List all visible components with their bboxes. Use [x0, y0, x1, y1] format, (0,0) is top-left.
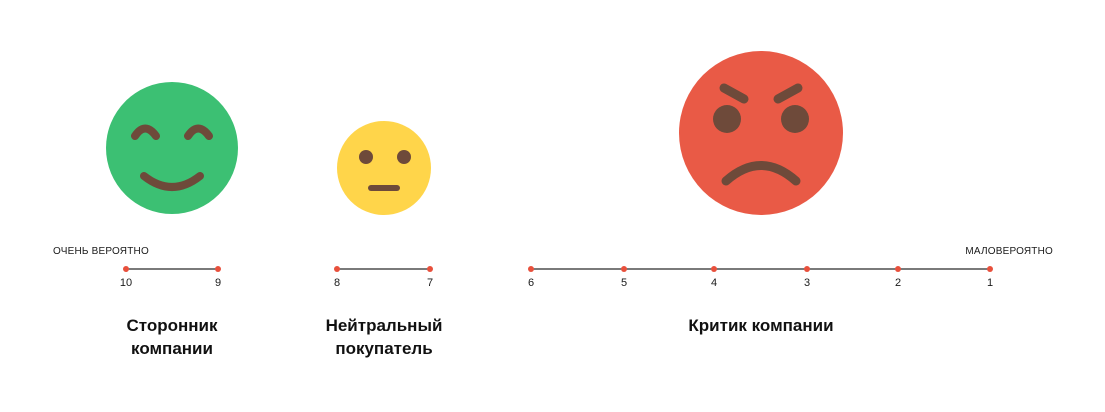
detractor-title-line1: Критик компании	[688, 316, 834, 335]
frown-mouth	[721, 161, 801, 186]
tick-label-9: 9	[215, 277, 221, 289]
tick-dot-7	[427, 266, 433, 272]
tick-label-8: 8	[334, 277, 340, 289]
tick-label-5: 5	[621, 277, 627, 289]
tick-dot-9	[215, 266, 221, 272]
passive-title-line1: Нейтральный	[325, 316, 443, 335]
detractor-title: Критик компании	[631, 314, 891, 337]
passive-title-line2: покупатель	[335, 339, 433, 358]
detractor-face-circle	[679, 51, 843, 215]
tick-dot-10	[123, 266, 129, 272]
tick-dot-1	[987, 266, 993, 272]
smiling-face-icon	[106, 82, 238, 214]
left-eye	[713, 105, 741, 133]
tick-dot-2	[895, 266, 901, 272]
right-eye	[781, 105, 809, 133]
tick-dot-3	[804, 266, 810, 272]
promoter-title-line1: Сторонник	[126, 316, 218, 335]
tick-dot-6	[528, 266, 534, 272]
tick-label-6: 6	[528, 277, 534, 289]
passive-face-circle	[337, 121, 431, 215]
scale-left-caption: ОЧЕНЬ ВЕРОЯТНО	[53, 246, 149, 257]
tick-dot-5	[621, 266, 627, 272]
left-eyebrow	[719, 83, 749, 104]
neutral-face-icon	[337, 121, 431, 215]
tick-label-1: 1	[987, 277, 993, 289]
promoter-title: Сторонник компании	[92, 314, 252, 360]
tick-label-4: 4	[711, 277, 717, 289]
promoter-face-circle	[106, 82, 238, 214]
angry-face-icon	[679, 51, 843, 215]
left-eye-arc	[131, 124, 160, 140]
right-eyebrow	[773, 83, 803, 104]
tick-label-3: 3	[804, 277, 810, 289]
smile-mouth	[140, 172, 204, 191]
tick-dot-4	[711, 266, 717, 272]
tick-dot-8	[334, 266, 340, 272]
tick-label-10: 10	[120, 277, 132, 289]
tick-label-7: 7	[427, 277, 433, 289]
left-eye	[359, 150, 373, 164]
tick-label-2: 2	[895, 277, 901, 289]
right-eye-arc	[184, 124, 213, 140]
passive-title: Нейтральный покупатель	[304, 314, 464, 360]
scale-right-caption: МАЛОВЕРОЯТНО	[965, 246, 1053, 257]
promoter-title-line2: компании	[131, 339, 213, 358]
right-eye	[397, 150, 411, 164]
